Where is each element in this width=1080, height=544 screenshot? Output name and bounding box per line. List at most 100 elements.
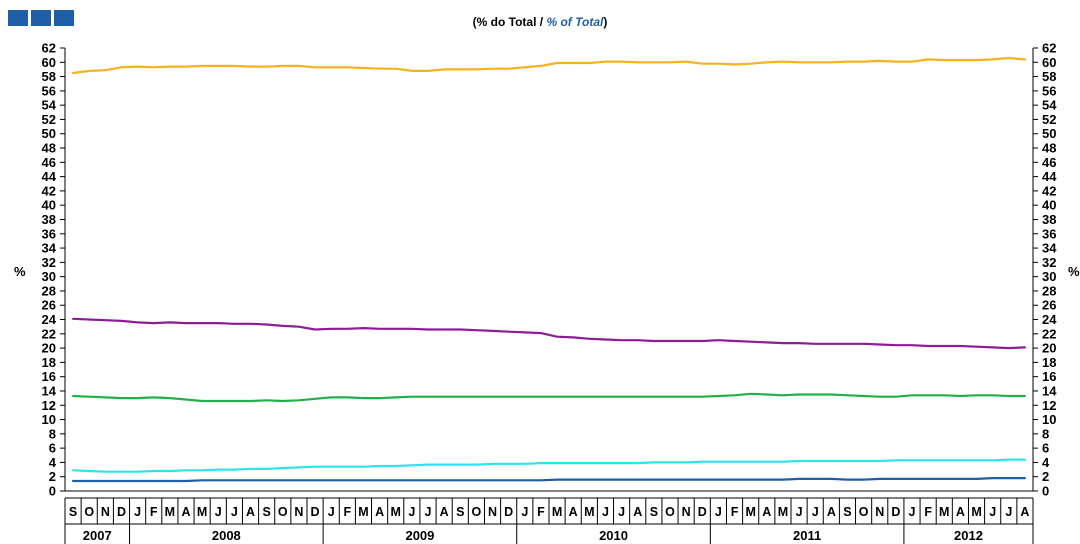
y-tick-label-right: 38 — [1042, 212, 1056, 227]
x-tick-label: A — [956, 505, 965, 519]
x-tick-label: A — [633, 505, 642, 519]
x-tick-label: J — [134, 505, 141, 519]
x-tick-label: J — [408, 505, 415, 519]
x-tick-label: A — [246, 505, 255, 519]
x-tick-label: D — [504, 505, 513, 519]
y-tick-label-left: 52 — [42, 112, 56, 127]
x-tick-label: J — [618, 505, 625, 519]
x-tick-label: J — [425, 505, 432, 519]
y-tick-label-right: 60 — [1042, 55, 1056, 70]
x-tick-label: A — [762, 505, 771, 519]
x-tick-label: S — [843, 505, 851, 519]
series-layer — [71, 56, 1027, 483]
x-tick-label: S — [69, 505, 77, 519]
y-tick-label-right: 14 — [1042, 383, 1057, 398]
x-tick-label: J — [231, 505, 238, 519]
x-tick-label: S — [262, 505, 270, 519]
series-line-5 — [71, 477, 1027, 483]
y-tick-label-right: 62 — [1042, 41, 1056, 56]
x-tick-label: A — [827, 505, 836, 519]
y-tick-label-right: 30 — [1042, 269, 1056, 284]
y-tick-label-right: 26 — [1042, 298, 1056, 313]
subtitle-separator: / — [536, 15, 547, 29]
x-tick-label: J — [989, 505, 996, 519]
y-tick-label-left: 60 — [42, 55, 56, 70]
x-tick-label: J — [602, 505, 609, 519]
x-tick-label: J — [1005, 505, 1012, 519]
x-tick-label: F — [731, 505, 739, 519]
y-tick-label-left: 26 — [42, 298, 56, 313]
x-tick-label: A — [569, 505, 578, 519]
y-tick-label-right: 24 — [1042, 312, 1057, 327]
x-tick-label: S — [650, 505, 658, 519]
y-tick-label-right: 48 — [1042, 141, 1056, 156]
x-tick-label: N — [682, 505, 691, 519]
y-tick-label-left: 8 — [49, 426, 56, 441]
brand-logo-icon — [8, 10, 74, 26]
x-tick-label: M — [552, 505, 562, 519]
x-tick-label: J — [328, 505, 335, 519]
x-tick-label: O — [665, 505, 675, 519]
y-tick-label-left: 16 — [42, 369, 56, 384]
y-tick-label-right: 20 — [1042, 341, 1056, 356]
y-tick-label-right: 18 — [1042, 355, 1056, 370]
x-tick-label: N — [101, 505, 110, 519]
x-tick-label: F — [344, 505, 352, 519]
x-tick-label: J — [715, 505, 722, 519]
y-tick-label-left: 28 — [42, 283, 56, 298]
x-tick-label: J — [215, 505, 222, 519]
y-tick-label-right: 52 — [1042, 112, 1056, 127]
y-tick-label-right: 32 — [1042, 255, 1056, 270]
y-tick-label-left: 24 — [42, 312, 57, 327]
x-tick-label: D — [311, 505, 320, 519]
logo-square — [54, 10, 74, 26]
x-tick-label: N — [488, 505, 497, 519]
x-tick-label: A — [375, 505, 384, 519]
y-tick-label-right: 2 — [1042, 469, 1049, 484]
y-axis-label-right: % — [1068, 264, 1080, 279]
y-tick-label-left: 30 — [42, 269, 56, 284]
x-tick-label: O — [278, 505, 288, 519]
x-tick-label: M — [197, 505, 207, 519]
y-tick-label-right: 44 — [1042, 169, 1057, 184]
logo-square — [8, 10, 28, 26]
y-tick-label-right: 50 — [1042, 126, 1056, 141]
x-tick-label: J — [796, 505, 803, 519]
y-tick-label-left: 46 — [42, 155, 56, 170]
series-line-3 — [71, 392, 1027, 403]
y-tick-label-left: 2 — [49, 469, 56, 484]
y-tick-label-right: 54 — [1042, 98, 1057, 113]
y-tick-label-left: 42 — [42, 183, 56, 198]
x-tick-label: F — [537, 505, 545, 519]
year-label: 2007 — [83, 528, 112, 543]
y-tick-label-left: 10 — [42, 412, 56, 427]
x-tick-label: F — [924, 505, 932, 519]
y-tick-label-right: 42 — [1042, 183, 1056, 198]
x-tick-label: M — [358, 505, 368, 519]
y-tick-label-right: 56 — [1042, 83, 1056, 98]
x-tick-label: M — [971, 505, 981, 519]
x-tick-label: A — [440, 505, 449, 519]
x-tick-label: F — [150, 505, 158, 519]
y-tick-label-right: 40 — [1042, 198, 1056, 213]
y-tick-label-right: 12 — [1042, 398, 1056, 413]
y-tick-label-right: 0 — [1042, 484, 1049, 499]
series-line-1 — [71, 56, 1027, 75]
x-tick-label: S — [456, 505, 464, 519]
x-tick-label: M — [584, 505, 594, 519]
y-tick-label-right: 28 — [1042, 283, 1056, 298]
subtitle-en: % of Total — [546, 15, 604, 29]
x-tick-label: D — [891, 505, 900, 519]
year-label: 2012 — [954, 528, 983, 543]
y-tick-label-right: 34 — [1042, 241, 1057, 256]
x-tick-label: M — [939, 505, 949, 519]
x-tick-label: M — [391, 505, 401, 519]
y-tick-label-left: 56 — [42, 83, 56, 98]
year-label: 2010 — [599, 528, 628, 543]
x-tick-label: J — [909, 505, 916, 519]
series-line-2 — [71, 317, 1027, 350]
y-tick-label-left: 58 — [42, 69, 56, 84]
y-tick-label-right: 6 — [1042, 441, 1049, 456]
